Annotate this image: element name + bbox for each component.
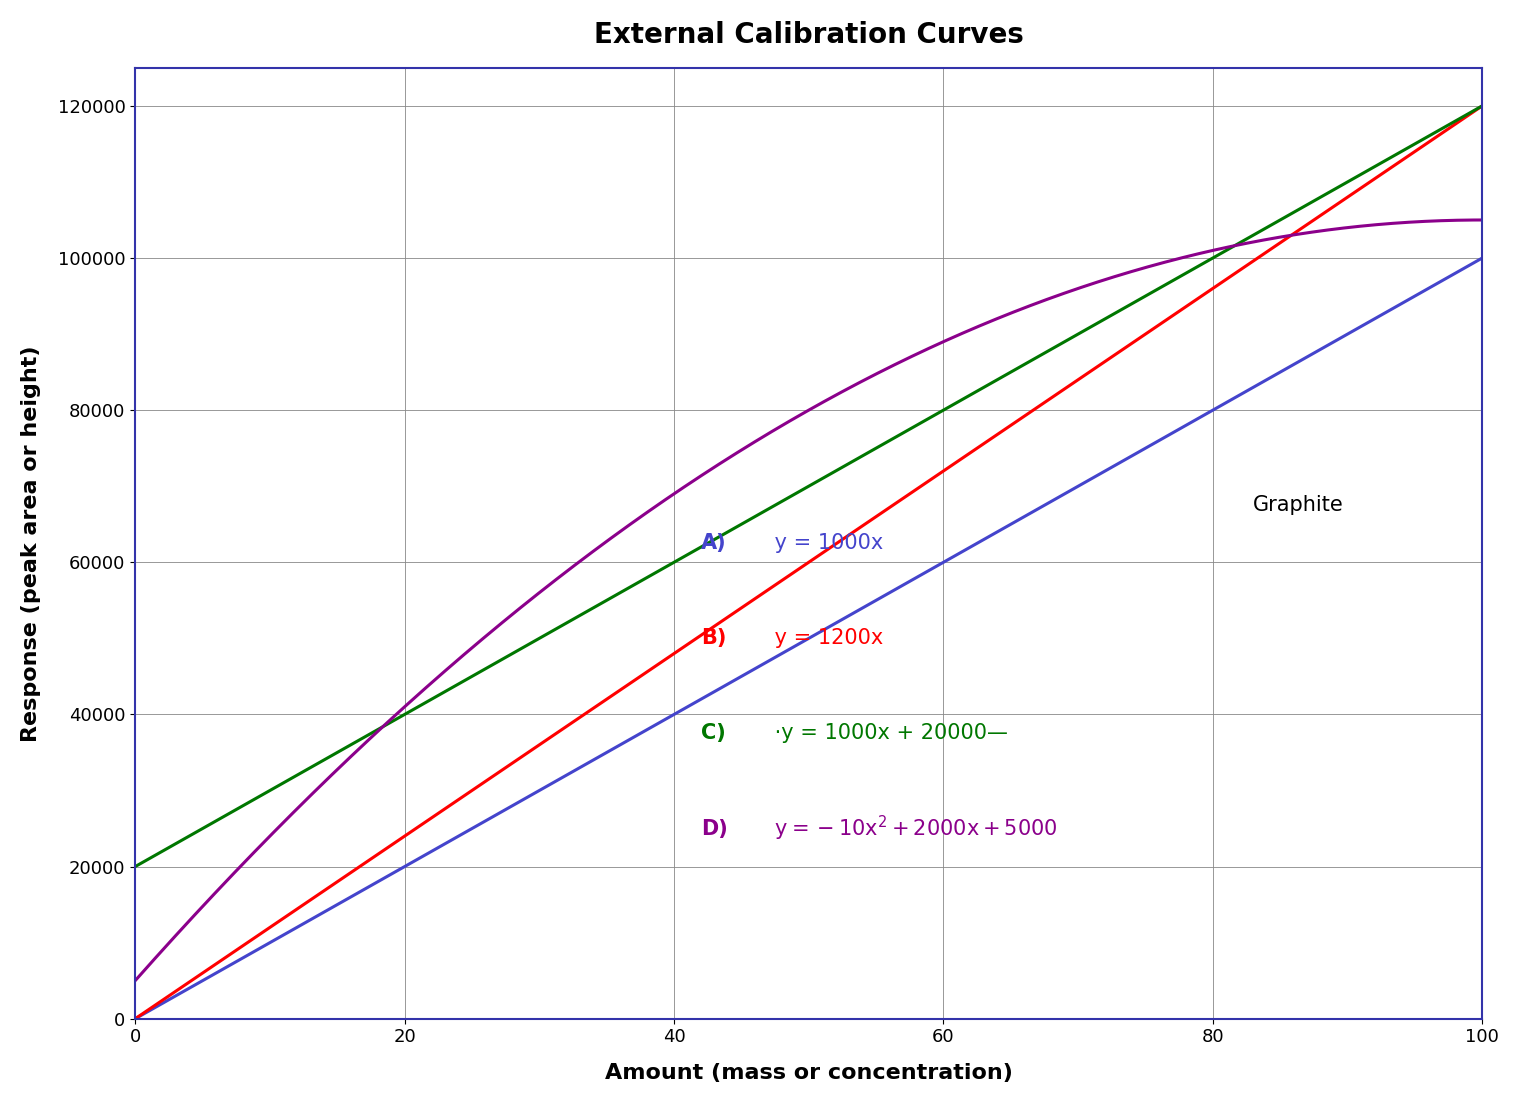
Text: B): B)	[701, 628, 727, 648]
Text: y = 1000x: y = 1000x	[768, 533, 883, 553]
Text: A): A)	[701, 533, 727, 553]
Text: ·y = 1000x + 20000—: ·y = 1000x + 20000—	[768, 723, 1008, 743]
Y-axis label: Response (peak area or height): Response (peak area or height)	[21, 346, 41, 742]
Text: y = 1200x: y = 1200x	[768, 628, 883, 648]
Title: External Calibration Curves: External Calibration Curves	[594, 21, 1023, 49]
X-axis label: Amount (mass or concentration): Amount (mass or concentration)	[605, 1063, 1012, 1083]
Text: Graphite: Graphite	[1252, 496, 1344, 516]
Text: C): C)	[701, 723, 725, 743]
Text: $\mathregular{y = -10x^2 + 2000x + 5000}$: $\mathregular{y = -10x^2 + 2000x + 5000}…	[768, 814, 1058, 843]
Text: D): D)	[701, 818, 728, 839]
